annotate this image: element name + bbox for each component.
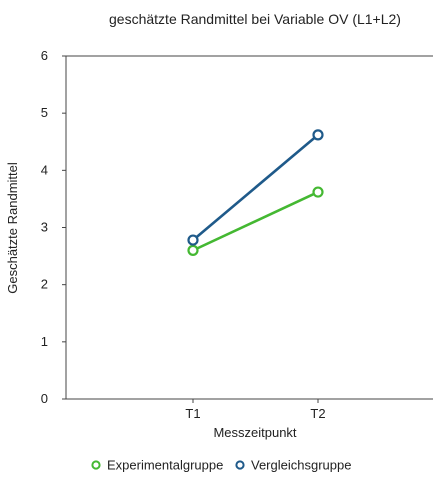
legend-marker <box>91 460 101 470</box>
data-point <box>312 129 324 141</box>
data-point <box>187 244 199 256</box>
series-layer <box>187 129 324 256</box>
y-tick-label: 4 <box>41 162 48 177</box>
y-tick-label: 1 <box>41 334 48 349</box>
x-tick-label: T2 <box>310 406 325 421</box>
legend: Experimentalgruppe Vergleichsgruppe <box>91 458 351 473</box>
data-point <box>312 186 324 198</box>
data-point <box>187 234 199 246</box>
y-tick-label: 2 <box>41 277 48 292</box>
chart-title: geschätzte Randmittel bei Variable OV (L… <box>109 11 401 27</box>
y-tick-label: 3 <box>41 220 48 235</box>
x-tick-label: T1 <box>185 406 200 421</box>
legend-label: Experimentalgruppe <box>107 458 223 473</box>
y-axis-label: Geschätzte Randmittel <box>5 162 20 294</box>
y-tick-label: 0 <box>41 391 48 406</box>
legend-label: Vergleichsgruppe <box>251 458 351 473</box>
legend-marker <box>235 460 245 470</box>
y-tick-label: 5 <box>41 105 48 120</box>
axes: 0 1 2 3 4 5 6 T1 T2 <box>41 48 433 421</box>
y-tick-label: 6 <box>41 48 48 63</box>
series-line <box>192 133 319 242</box>
series-line <box>192 190 319 252</box>
x-axis-label: Messzeitpunkt <box>213 425 296 440</box>
